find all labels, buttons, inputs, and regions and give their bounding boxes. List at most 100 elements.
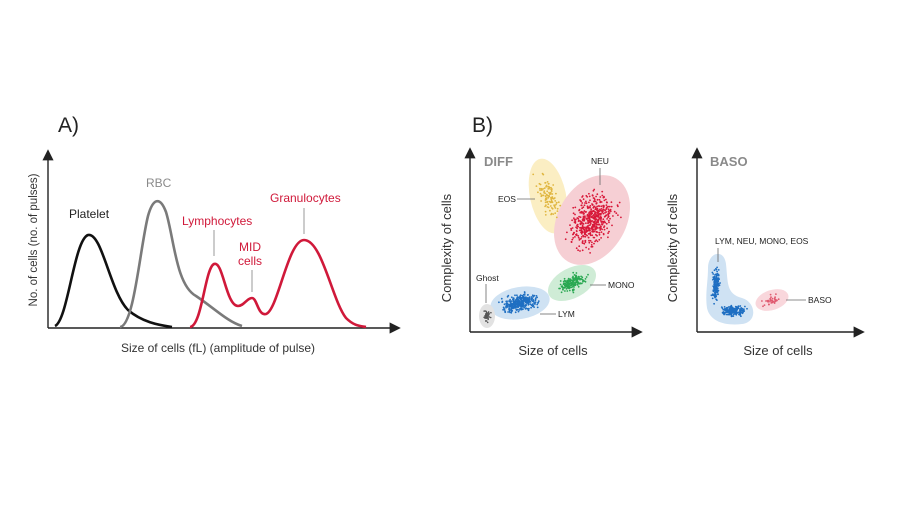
neu-dot bbox=[572, 237, 575, 239]
eos-dot bbox=[555, 201, 558, 204]
neu-dot bbox=[592, 210, 595, 213]
neu-dot bbox=[572, 206, 575, 209]
lym-dot bbox=[530, 296, 533, 298]
neu-dot bbox=[592, 221, 595, 224]
neu-dot bbox=[594, 228, 597, 231]
lym-dot bbox=[526, 307, 529, 310]
eos-dot bbox=[554, 207, 557, 209]
neu-dot bbox=[611, 224, 613, 227]
neu-dot bbox=[581, 202, 584, 204]
neu-dot bbox=[585, 227, 587, 230]
lym-dot bbox=[525, 307, 527, 310]
lym-dot bbox=[516, 301, 519, 304]
neu-dot bbox=[597, 209, 600, 212]
mono-dot bbox=[559, 283, 562, 286]
eos-dot bbox=[547, 203, 550, 206]
neu-dot bbox=[575, 218, 577, 221]
neu-dot bbox=[605, 204, 608, 207]
neu-dot bbox=[598, 233, 601, 236]
lym-dot bbox=[509, 300, 512, 303]
lym-group-dot bbox=[740, 315, 742, 318]
eos-dot bbox=[545, 204, 547, 207]
neu-dot bbox=[578, 245, 581, 248]
neu-dot bbox=[590, 227, 593, 230]
lym-dot bbox=[529, 303, 532, 306]
mono-dot bbox=[564, 283, 566, 286]
lym-dot bbox=[505, 304, 508, 306]
neu-dot bbox=[593, 188, 596, 191]
neu-dot bbox=[585, 246, 587, 249]
lym-dot bbox=[520, 308, 522, 311]
mono-dot bbox=[578, 277, 580, 279]
neu-dot bbox=[599, 225, 602, 228]
neu-dot bbox=[618, 201, 621, 204]
lym-group-dot bbox=[720, 306, 723, 308]
neu-dot bbox=[588, 227, 591, 230]
mono-dot bbox=[577, 281, 580, 284]
lym-group-dot bbox=[742, 309, 744, 311]
eos-dot bbox=[547, 196, 550, 199]
lym-group-dot bbox=[746, 307, 748, 310]
lym-group-dot bbox=[717, 289, 720, 292]
eos-dot bbox=[556, 210, 559, 213]
neu-dot bbox=[600, 201, 603, 203]
lym-group-dot bbox=[712, 273, 715, 275]
eos-dot bbox=[545, 197, 548, 199]
lym-group-dot bbox=[713, 293, 716, 295]
lym-group-dot bbox=[717, 285, 720, 287]
ghost-dot bbox=[487, 317, 489, 319]
lym-group-dot bbox=[717, 274, 720, 277]
ghost-dot bbox=[489, 316, 492, 319]
lym-dot bbox=[537, 302, 539, 304]
neu-dot bbox=[584, 232, 586, 235]
neu-dot bbox=[590, 245, 593, 248]
neu-dot bbox=[590, 244, 593, 246]
lym-dot bbox=[518, 305, 520, 307]
diff-x-axis-label: Size of cells bbox=[518, 343, 588, 358]
lym-dot bbox=[537, 300, 540, 302]
lym-group-dot bbox=[723, 311, 725, 314]
mono-dot bbox=[581, 276, 584, 279]
neu-dot bbox=[576, 224, 578, 227]
neu-dot bbox=[588, 195, 591, 198]
ghost-dot bbox=[487, 318, 490, 321]
lym-group-dot bbox=[725, 307, 728, 310]
neu-dot bbox=[597, 223, 600, 226]
neu-dot bbox=[606, 206, 609, 208]
neu-dot bbox=[598, 217, 601, 220]
label-baso: BASO bbox=[808, 295, 832, 305]
eos-dot bbox=[540, 187, 543, 190]
neu-dot bbox=[582, 206, 585, 209]
wbc-curve bbox=[189, 238, 367, 329]
diff-scattergram: DIFF Complexity of cells Size of cells E… bbox=[439, 147, 643, 358]
lym-dot bbox=[500, 297, 503, 300]
neu-dot bbox=[581, 195, 584, 197]
lym-group-dot bbox=[739, 313, 741, 316]
lym-dot bbox=[508, 305, 511, 308]
lym-group-dot bbox=[719, 282, 721, 284]
eos-dot bbox=[555, 203, 557, 206]
neu-dot bbox=[593, 236, 596, 239]
lym-group-dot bbox=[737, 305, 740, 308]
neu-dot bbox=[600, 218, 602, 221]
lym-dot bbox=[502, 308, 504, 311]
neu-dot bbox=[581, 211, 583, 214]
mono-dot bbox=[579, 278, 581, 281]
mono-dot bbox=[573, 281, 575, 284]
neu-dot bbox=[588, 221, 591, 224]
baso-dot bbox=[777, 298, 780, 301]
eos-dot bbox=[544, 201, 547, 204]
neu-dot bbox=[604, 209, 607, 212]
baso-dot bbox=[773, 302, 776, 304]
neu-dot bbox=[581, 249, 584, 252]
neu-dot bbox=[593, 225, 596, 228]
lym-dot bbox=[514, 300, 517, 302]
lym-group-dot bbox=[728, 307, 731, 310]
eos-dot bbox=[544, 182, 546, 184]
lym-dot bbox=[534, 301, 537, 304]
eos-dot bbox=[549, 209, 551, 212]
lym-dot bbox=[519, 294, 522, 296]
mono-dot bbox=[563, 277, 566, 280]
lym-dot bbox=[506, 302, 509, 305]
lym-group-dot bbox=[713, 302, 715, 305]
